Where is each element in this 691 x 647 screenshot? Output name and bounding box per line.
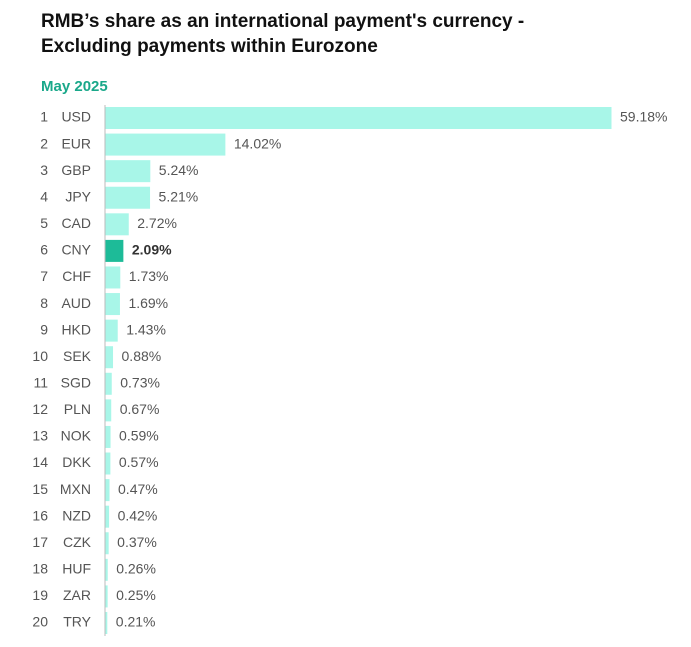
value-label: 0.47%: [118, 481, 158, 497]
category-label: CAD: [61, 215, 91, 231]
category-label: MXN: [60, 481, 91, 497]
bar: [105, 399, 112, 422]
bar: [105, 479, 110, 502]
value-label: 5.21%: [159, 188, 199, 204]
value-label: 0.25%: [116, 587, 156, 603]
value-label: 0.73%: [120, 374, 160, 390]
value-label: 0.59%: [119, 428, 159, 444]
rank-label: 17: [32, 534, 48, 550]
value-label: 1.73%: [129, 268, 169, 284]
bar: [105, 266, 121, 289]
category-label: USD: [61, 109, 91, 125]
value-label: 1.69%: [128, 295, 168, 311]
rank-label: 7: [40, 268, 48, 284]
value-label: 2.72%: [137, 215, 177, 231]
value-label: 2.09%: [132, 242, 172, 258]
bar: [105, 558, 108, 581]
category-label: CNY: [61, 242, 91, 258]
category-label: AUD: [61, 295, 91, 311]
value-label: 59.18%: [620, 109, 667, 125]
rank-label: 3: [40, 162, 48, 178]
value-label: 1.43%: [126, 321, 166, 337]
bar: [105, 452, 111, 475]
bar: [105, 107, 612, 129]
category-label: CZK: [63, 534, 92, 550]
category-label: NZD: [62, 507, 91, 523]
category-label: EUR: [61, 135, 91, 151]
bar: [105, 425, 111, 448]
bar: [105, 213, 129, 236]
value-label: 0.21%: [116, 614, 156, 630]
category-label: SEK: [63, 348, 92, 364]
rank-label: 4: [40, 188, 48, 204]
bar: [105, 319, 118, 342]
rank-label: 11: [33, 374, 48, 390]
bar: [105, 612, 108, 634]
rank-label: 5: [40, 215, 48, 231]
rank-label: 19: [32, 587, 48, 603]
category-label: GBP: [61, 162, 91, 178]
rank-label: 6: [40, 242, 48, 258]
rank-label: 12: [32, 401, 48, 417]
chart-subtitle: May 2025: [41, 78, 108, 95]
bar: [105, 346, 114, 369]
value-label: 0.57%: [119, 454, 159, 470]
category-label: TRY: [63, 614, 91, 630]
value-label: 5.24%: [159, 162, 199, 178]
category-label: DKK: [62, 454, 91, 470]
rank-label: 2: [40, 135, 48, 151]
value-label: 0.67%: [120, 401, 160, 417]
value-label: 0.26%: [116, 561, 156, 577]
bar: [105, 532, 109, 555]
bar: [105, 133, 226, 156]
bar: [105, 372, 112, 395]
category-label: SGD: [61, 374, 91, 390]
rank-label: 18: [32, 561, 48, 577]
rank-label: 16: [32, 507, 48, 523]
category-label: CHF: [62, 268, 91, 284]
category-label: JPY: [65, 188, 91, 204]
rank-label: 8: [40, 295, 48, 311]
bar: [105, 186, 151, 209]
rank-label: 15: [32, 481, 48, 497]
category-label: NOK: [61, 428, 92, 444]
category-label: ZAR: [63, 587, 91, 603]
rank-label: 14: [32, 454, 48, 470]
value-label: 14.02%: [234, 135, 281, 151]
category-label: HKD: [61, 321, 91, 337]
category-label: PLN: [64, 401, 91, 417]
bar: [105, 160, 151, 183]
chart-title: Excluding payments within Eurozone: [41, 36, 378, 57]
bar: [105, 239, 124, 262]
rank-label: 9: [40, 321, 48, 337]
value-label: 0.42%: [118, 507, 158, 523]
rank-label: 20: [32, 614, 48, 630]
rank-label: 10: [32, 348, 48, 364]
bar: [105, 293, 120, 316]
category-label: HUF: [62, 561, 91, 577]
chart-title: RMB’s share as an international payment'…: [41, 11, 524, 32]
value-label: 0.88%: [122, 348, 162, 364]
rank-label: 1: [40, 109, 48, 125]
bar: [105, 585, 108, 608]
value-label: 0.37%: [117, 534, 157, 550]
rank-label: 13: [32, 428, 48, 444]
bar: [105, 505, 110, 528]
